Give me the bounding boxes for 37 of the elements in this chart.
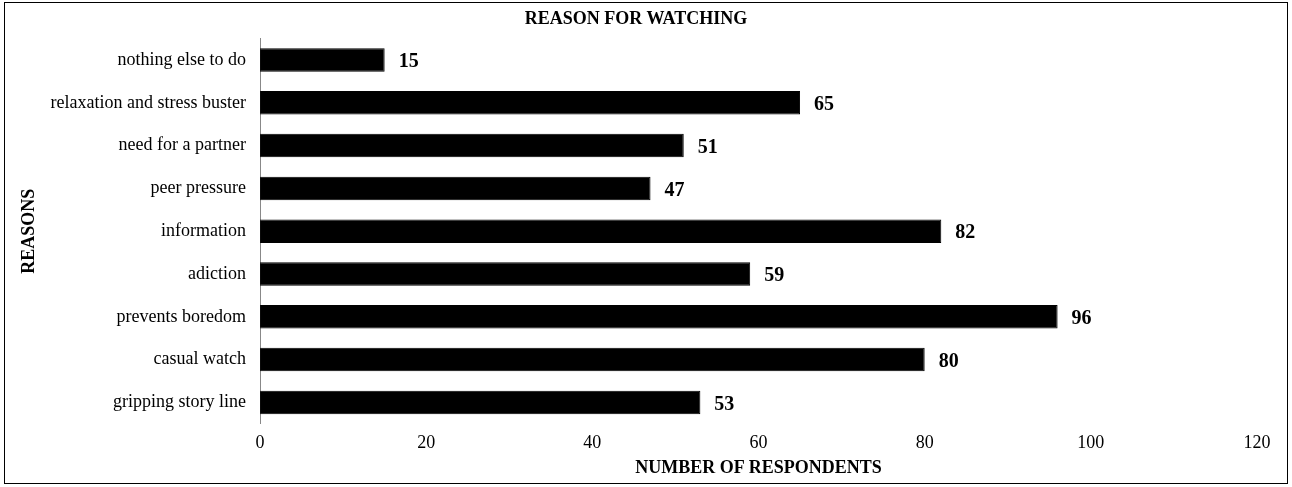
chart-title: REASON FOR WATCHING xyxy=(524,8,748,29)
x-tick-label: 40 xyxy=(583,432,602,453)
y-axis-title: REASONS xyxy=(18,188,39,274)
data-label: 53 xyxy=(714,391,735,414)
x-tick-label: 0 xyxy=(255,432,265,453)
bar xyxy=(260,219,942,243)
x-tick-label: 120 xyxy=(1243,432,1271,453)
y-tick-label: relaxation and stress buster xyxy=(50,91,247,112)
y-tick-label: casual watch xyxy=(153,348,247,369)
data-label: 47 xyxy=(664,177,685,200)
bar xyxy=(260,347,925,372)
y-tick-label: information xyxy=(161,219,247,240)
x-tick-label: 100 xyxy=(1077,432,1105,453)
bar xyxy=(260,91,801,115)
data-label: 82 xyxy=(955,220,976,243)
data-label: 15 xyxy=(398,49,419,72)
x-tick-label: 60 xyxy=(749,432,768,453)
bar xyxy=(260,305,1058,329)
data-label: 51 xyxy=(697,134,718,157)
y-tick-label: adiction xyxy=(188,262,247,283)
data-label: 65 xyxy=(814,91,835,114)
y-tick-label: need for a partner xyxy=(118,134,247,155)
bar xyxy=(260,390,701,415)
bar xyxy=(260,176,651,201)
bar xyxy=(260,48,385,72)
x-axis-title: NUMBER OF RESPONDENTS xyxy=(635,456,882,477)
data-label: 96 xyxy=(1071,305,1092,328)
y-tick-label: peer pressure xyxy=(150,177,247,198)
data-label: 80 xyxy=(938,348,959,371)
y-tick-label: prevents boredom xyxy=(116,305,247,326)
bar xyxy=(260,133,684,158)
y-tick-label: nothing else to do xyxy=(117,48,247,69)
data-label: 59 xyxy=(764,263,785,286)
y-tick-label: gripping story line xyxy=(113,391,247,412)
bar xyxy=(260,262,751,286)
x-tick-label: 20 xyxy=(417,432,436,453)
x-tick-label: 80 xyxy=(915,432,934,453)
